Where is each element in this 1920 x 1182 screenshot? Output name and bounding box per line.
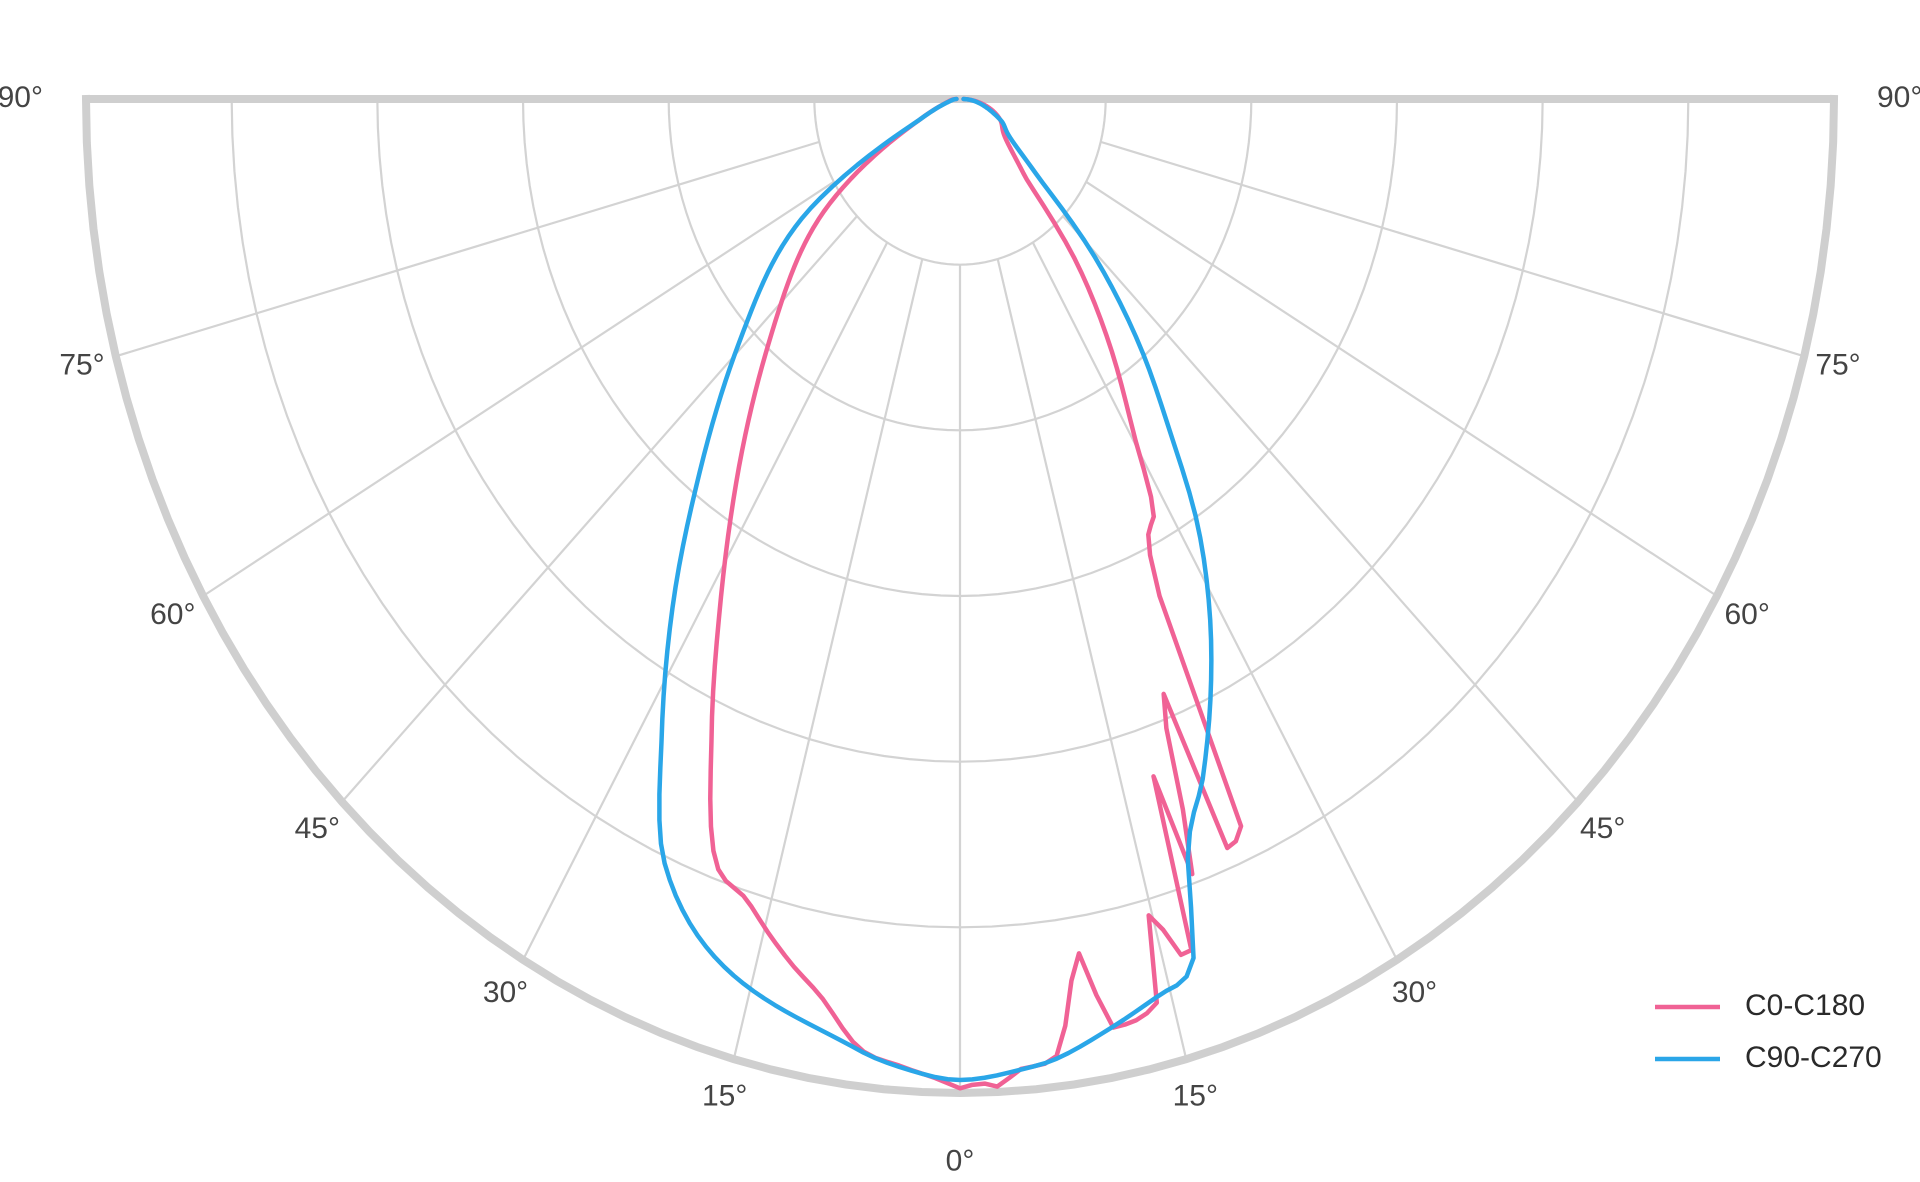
svg-text:30°: 30° (1392, 976, 1437, 1009)
svg-text:15°: 15° (1173, 1079, 1218, 1112)
svg-text:15°: 15° (702, 1079, 747, 1112)
svg-text:C90-C270: C90-C270 (1745, 1041, 1882, 1074)
svg-text:90°: 90° (0, 81, 43, 114)
svg-text:45°: 45° (1580, 812, 1625, 845)
svg-text:C0-C180: C0-C180 (1745, 989, 1865, 1022)
svg-text:45°: 45° (295, 812, 340, 845)
svg-text:75°: 75° (59, 349, 104, 382)
svg-text:0°: 0° (946, 1145, 975, 1177)
svg-text:90°: 90° (1877, 81, 1920, 114)
svg-text:75°: 75° (1815, 349, 1860, 382)
svg-text:60°: 60° (150, 598, 195, 631)
svg-text:30°: 30° (483, 976, 528, 1009)
svg-text:60°: 60° (1725, 598, 1770, 631)
